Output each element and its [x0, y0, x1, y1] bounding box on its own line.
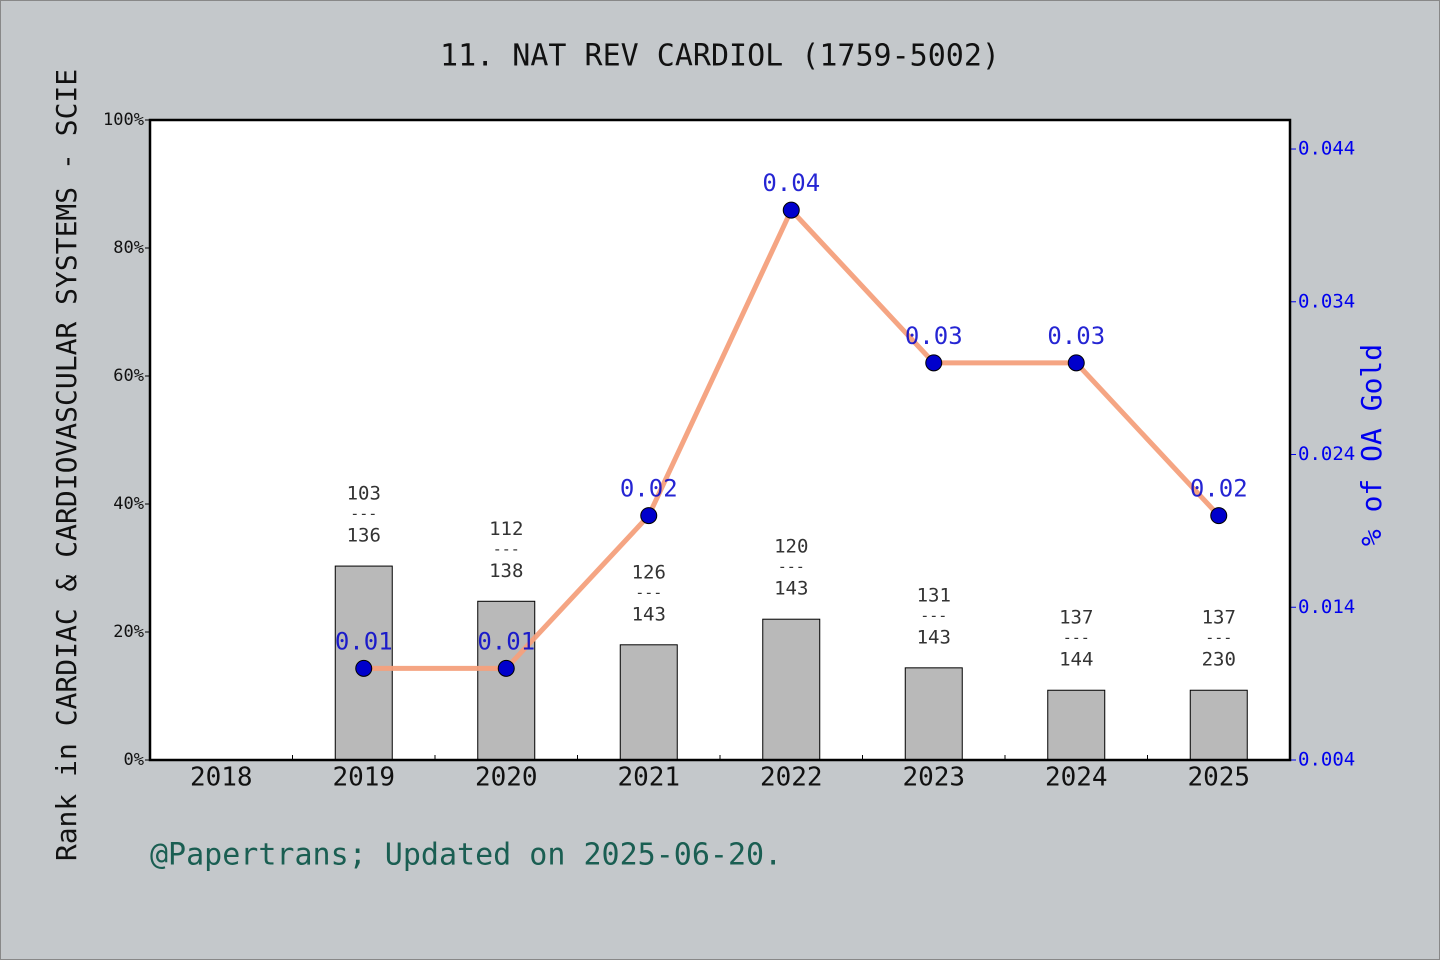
y-axis-title: Rank in CARDIAC & CARDIOVASCULAR SYSTEMS… — [50, 69, 83, 861]
rank-separator: --- — [493, 540, 520, 558]
data-label: 0.02 — [1190, 475, 1248, 503]
x-tick-label: 2022 — [760, 763, 823, 793]
data-label: 0.02 — [620, 475, 678, 503]
y2-tick-label: 0.044 — [1298, 138, 1355, 160]
y-tick-label: 0% — [124, 750, 144, 770]
y2-tick-label: 0.034 — [1298, 290, 1355, 312]
data-label: 0.03 — [1047, 322, 1105, 350]
x-tick-label: 2018 — [190, 763, 253, 793]
bar — [1047, 689, 1106, 761]
bar — [619, 644, 678, 761]
rank-label: 131 — [917, 584, 951, 606]
y-tick-label: 80% — [113, 238, 144, 258]
y-tick-label: 100% — [103, 110, 144, 130]
plot-frame — [148, 118, 1292, 762]
rank-label: 112 — [489, 518, 523, 540]
data-label: 0.01 — [335, 627, 393, 655]
rank-separator: --- — [920, 606, 947, 624]
y2-axis-title: % of OA Gold — [1355, 344, 1388, 546]
line-marker — [1210, 507, 1228, 525]
x-tick-label: 2019 — [332, 763, 395, 793]
x-tick-label: 2025 — [1187, 763, 1250, 793]
y2-tick-label: 0.014 — [1298, 596, 1355, 618]
total-label: 230 — [1202, 649, 1236, 671]
x-tick-label: 2021 — [617, 763, 680, 793]
rank-separator: --- — [1063, 629, 1090, 647]
line-marker — [1067, 354, 1085, 372]
total-label: 143 — [632, 603, 666, 625]
rank-separator: --- — [778, 558, 805, 576]
x-tick-label: 2024 — [1045, 763, 1108, 793]
rank-separator: --- — [635, 583, 662, 601]
bar — [1189, 689, 1248, 761]
line-marker — [355, 659, 373, 677]
rank-label: 137 — [1059, 607, 1093, 629]
x-tick-label: 2023 — [902, 763, 965, 793]
total-label: 143 — [774, 578, 808, 600]
rank-label: 103 — [347, 483, 381, 505]
data-label: 0.03 — [905, 322, 963, 350]
y-tick-label: 40% — [113, 494, 144, 514]
y2-tick-label: 0.024 — [1298, 443, 1355, 465]
bar — [762, 618, 821, 761]
chart-title: 11. NAT REV CARDIOL (1759-5002) — [440, 39, 1000, 74]
y-tick-label: 60% — [113, 366, 144, 386]
rank-separator: --- — [1205, 629, 1232, 647]
bar — [477, 600, 536, 761]
total-label: 136 — [347, 525, 381, 547]
data-label: 0.01 — [477, 627, 535, 655]
line-marker — [640, 507, 658, 525]
total-label: 143 — [917, 626, 951, 648]
y-tick-label: 20% — [113, 622, 144, 642]
rank-label: 137 — [1202, 607, 1236, 629]
plot-area — [150, 120, 1290, 760]
rank-separator: --- — [350, 505, 377, 523]
total-label: 144 — [1059, 649, 1093, 671]
y2-tick-label: 0.004 — [1298, 749, 1355, 771]
rank-label: 126 — [632, 561, 666, 583]
footnote: @Papertrans; Updated on 2025-06-20. — [150, 838, 782, 873]
total-label: 138 — [489, 560, 523, 582]
rank-label: 120 — [774, 536, 808, 558]
line-marker — [497, 659, 515, 677]
x-tick-label: 2020 — [475, 763, 538, 793]
line-marker — [925, 354, 943, 372]
line-marker — [782, 201, 800, 219]
data-label: 0.04 — [762, 169, 820, 197]
bar — [904, 667, 963, 761]
